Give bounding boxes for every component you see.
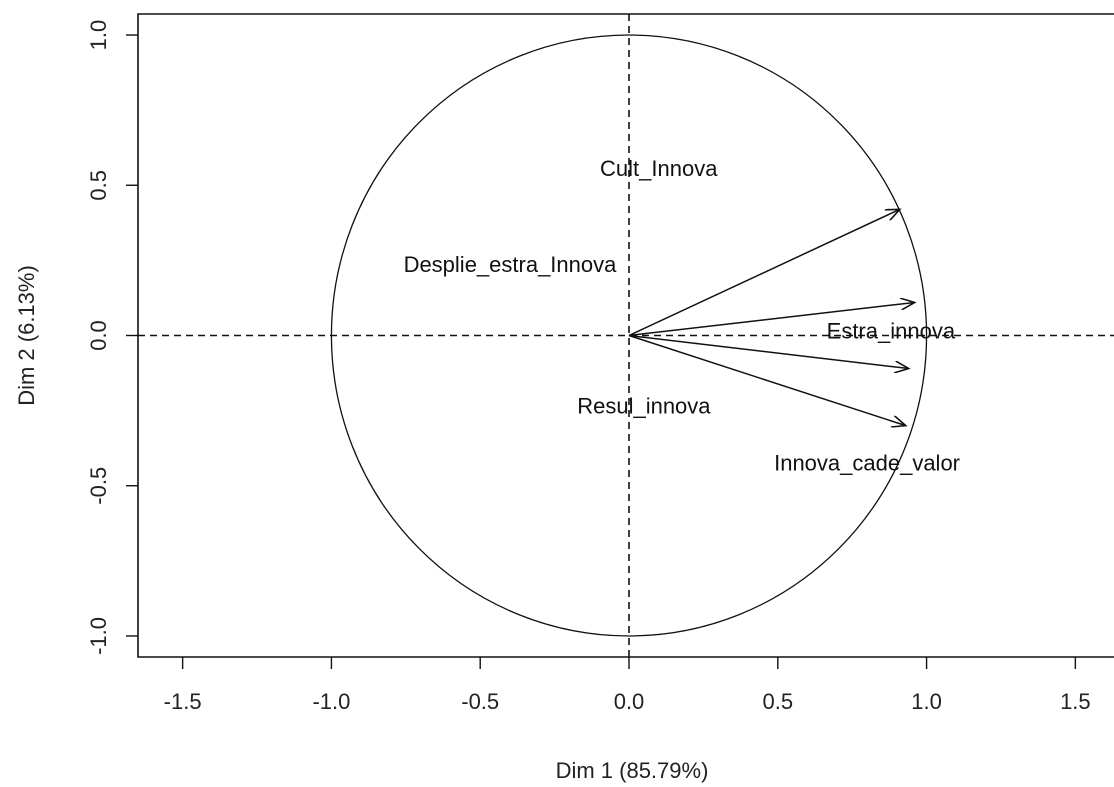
y-tick-label: 1.0: [86, 20, 111, 51]
variable-label-1: Cult_Innova: [600, 156, 718, 181]
variable-labels: Cult_Innova Desplie_estra_Innova Estra_inn…: [404, 156, 960, 475]
x-tick-label: -1.5: [164, 689, 202, 714]
x-tick-label: -0.5: [461, 689, 499, 714]
variable-arrow-3: [628, 334, 909, 369]
variable-label-5: Innova_cade_valor: [774, 451, 960, 476]
variable-label-3: Estra_innova: [827, 318, 956, 343]
variable-arrow-4: [628, 334, 906, 426]
y-axis: -1.0 -0.5 0.0 0.5 1.0: [86, 20, 138, 655]
y-axis-title: Dim 2 (6.13%): [14, 265, 39, 406]
x-tick-label: -1.0: [312, 689, 350, 714]
x-tick-label: 1.0: [911, 689, 942, 714]
x-tick-label: 0.0: [614, 689, 645, 714]
variable-label-2: Desplie_estra_Innova: [404, 252, 618, 277]
variable-arrow-1: [628, 209, 900, 337]
x-tick-label: 0.5: [762, 689, 793, 714]
reference-lines: [138, 14, 1114, 657]
unit-circle: [330, 34, 928, 637]
variable-arrow-2: [628, 302, 915, 337]
y-tick-label: 0.5: [86, 170, 111, 201]
y-tick-label: 0.0: [86, 320, 111, 351]
y-tick-label: -0.5: [86, 467, 111, 505]
x-axis-title: Dim 1 (85.79%): [556, 758, 709, 783]
y-tick-label: -1.0: [86, 617, 111, 655]
x-axis: -1.5 -1.0 -0.5 0.0 0.5 1.0 1.5: [164, 657, 1091, 714]
variable-arrows: [628, 209, 915, 426]
unit-circle-layer: [330, 34, 928, 637]
x-tick-label: 1.5: [1060, 689, 1091, 714]
variable-label-4: Resul_innova: [577, 393, 711, 418]
